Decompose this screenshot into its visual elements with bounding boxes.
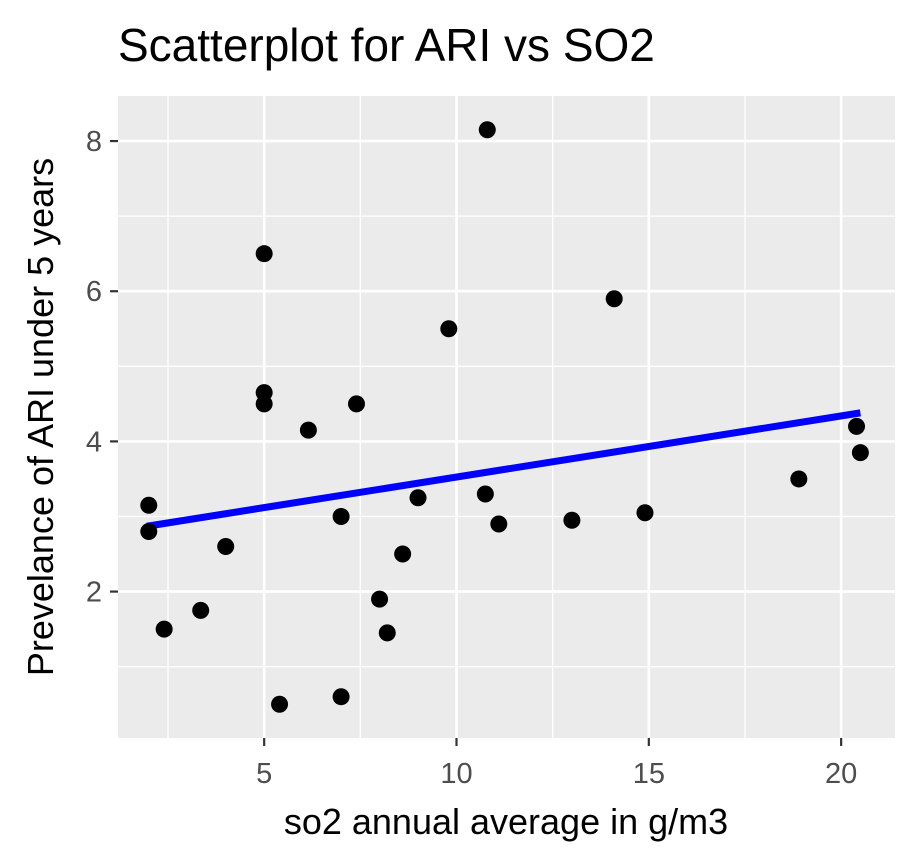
x-axis: 5 10 15 20 <box>256 738 857 790</box>
data-point <box>790 470 808 488</box>
x-tick-label: 5 <box>256 758 272 790</box>
data-point <box>299 421 317 439</box>
data-point <box>605 290 623 308</box>
data-point <box>255 395 273 413</box>
data-point <box>478 121 496 139</box>
data-point <box>140 523 158 541</box>
y-tick-label: 8 <box>86 126 102 158</box>
data-point <box>851 444 869 462</box>
trend-line-group <box>146 409 861 530</box>
data-point <box>140 496 158 514</box>
x-tick-label: 20 <box>825 758 857 790</box>
plot-panel <box>118 96 895 738</box>
data-point <box>332 507 350 525</box>
data-points <box>140 121 869 713</box>
data-point <box>371 590 389 608</box>
x-tick-label: 15 <box>633 758 665 790</box>
chart-title: Scatterplot for ARI vs SO2 <box>118 19 655 71</box>
data-point <box>490 515 508 533</box>
data-point <box>192 601 210 619</box>
data-point <box>347 395 365 413</box>
data-point <box>217 538 235 556</box>
y-axis: 2 4 6 8 <box>86 126 118 609</box>
trend-line <box>146 409 861 530</box>
data-point <box>440 320 458 338</box>
data-point <box>636 504 654 522</box>
y-tick-label: 6 <box>86 276 102 308</box>
data-point <box>394 545 412 563</box>
major-gridlines <box>118 96 895 738</box>
data-point <box>271 695 289 713</box>
y-axis-title: Prevelance of ARI under 5 years <box>20 158 61 676</box>
data-point <box>476 485 494 503</box>
data-point <box>409 489 427 507</box>
minor-gridlines <box>118 96 895 738</box>
y-tick-label: 4 <box>86 426 102 458</box>
data-point <box>155 620 173 638</box>
x-axis-title: so2 annual average in g/m3 <box>284 801 728 842</box>
data-point <box>332 688 350 706</box>
x-tick-label: 10 <box>440 758 472 790</box>
data-point <box>255 245 273 263</box>
data-point <box>378 624 396 642</box>
y-tick-label: 2 <box>86 577 102 609</box>
data-point <box>563 511 581 529</box>
data-point <box>848 417 866 435</box>
